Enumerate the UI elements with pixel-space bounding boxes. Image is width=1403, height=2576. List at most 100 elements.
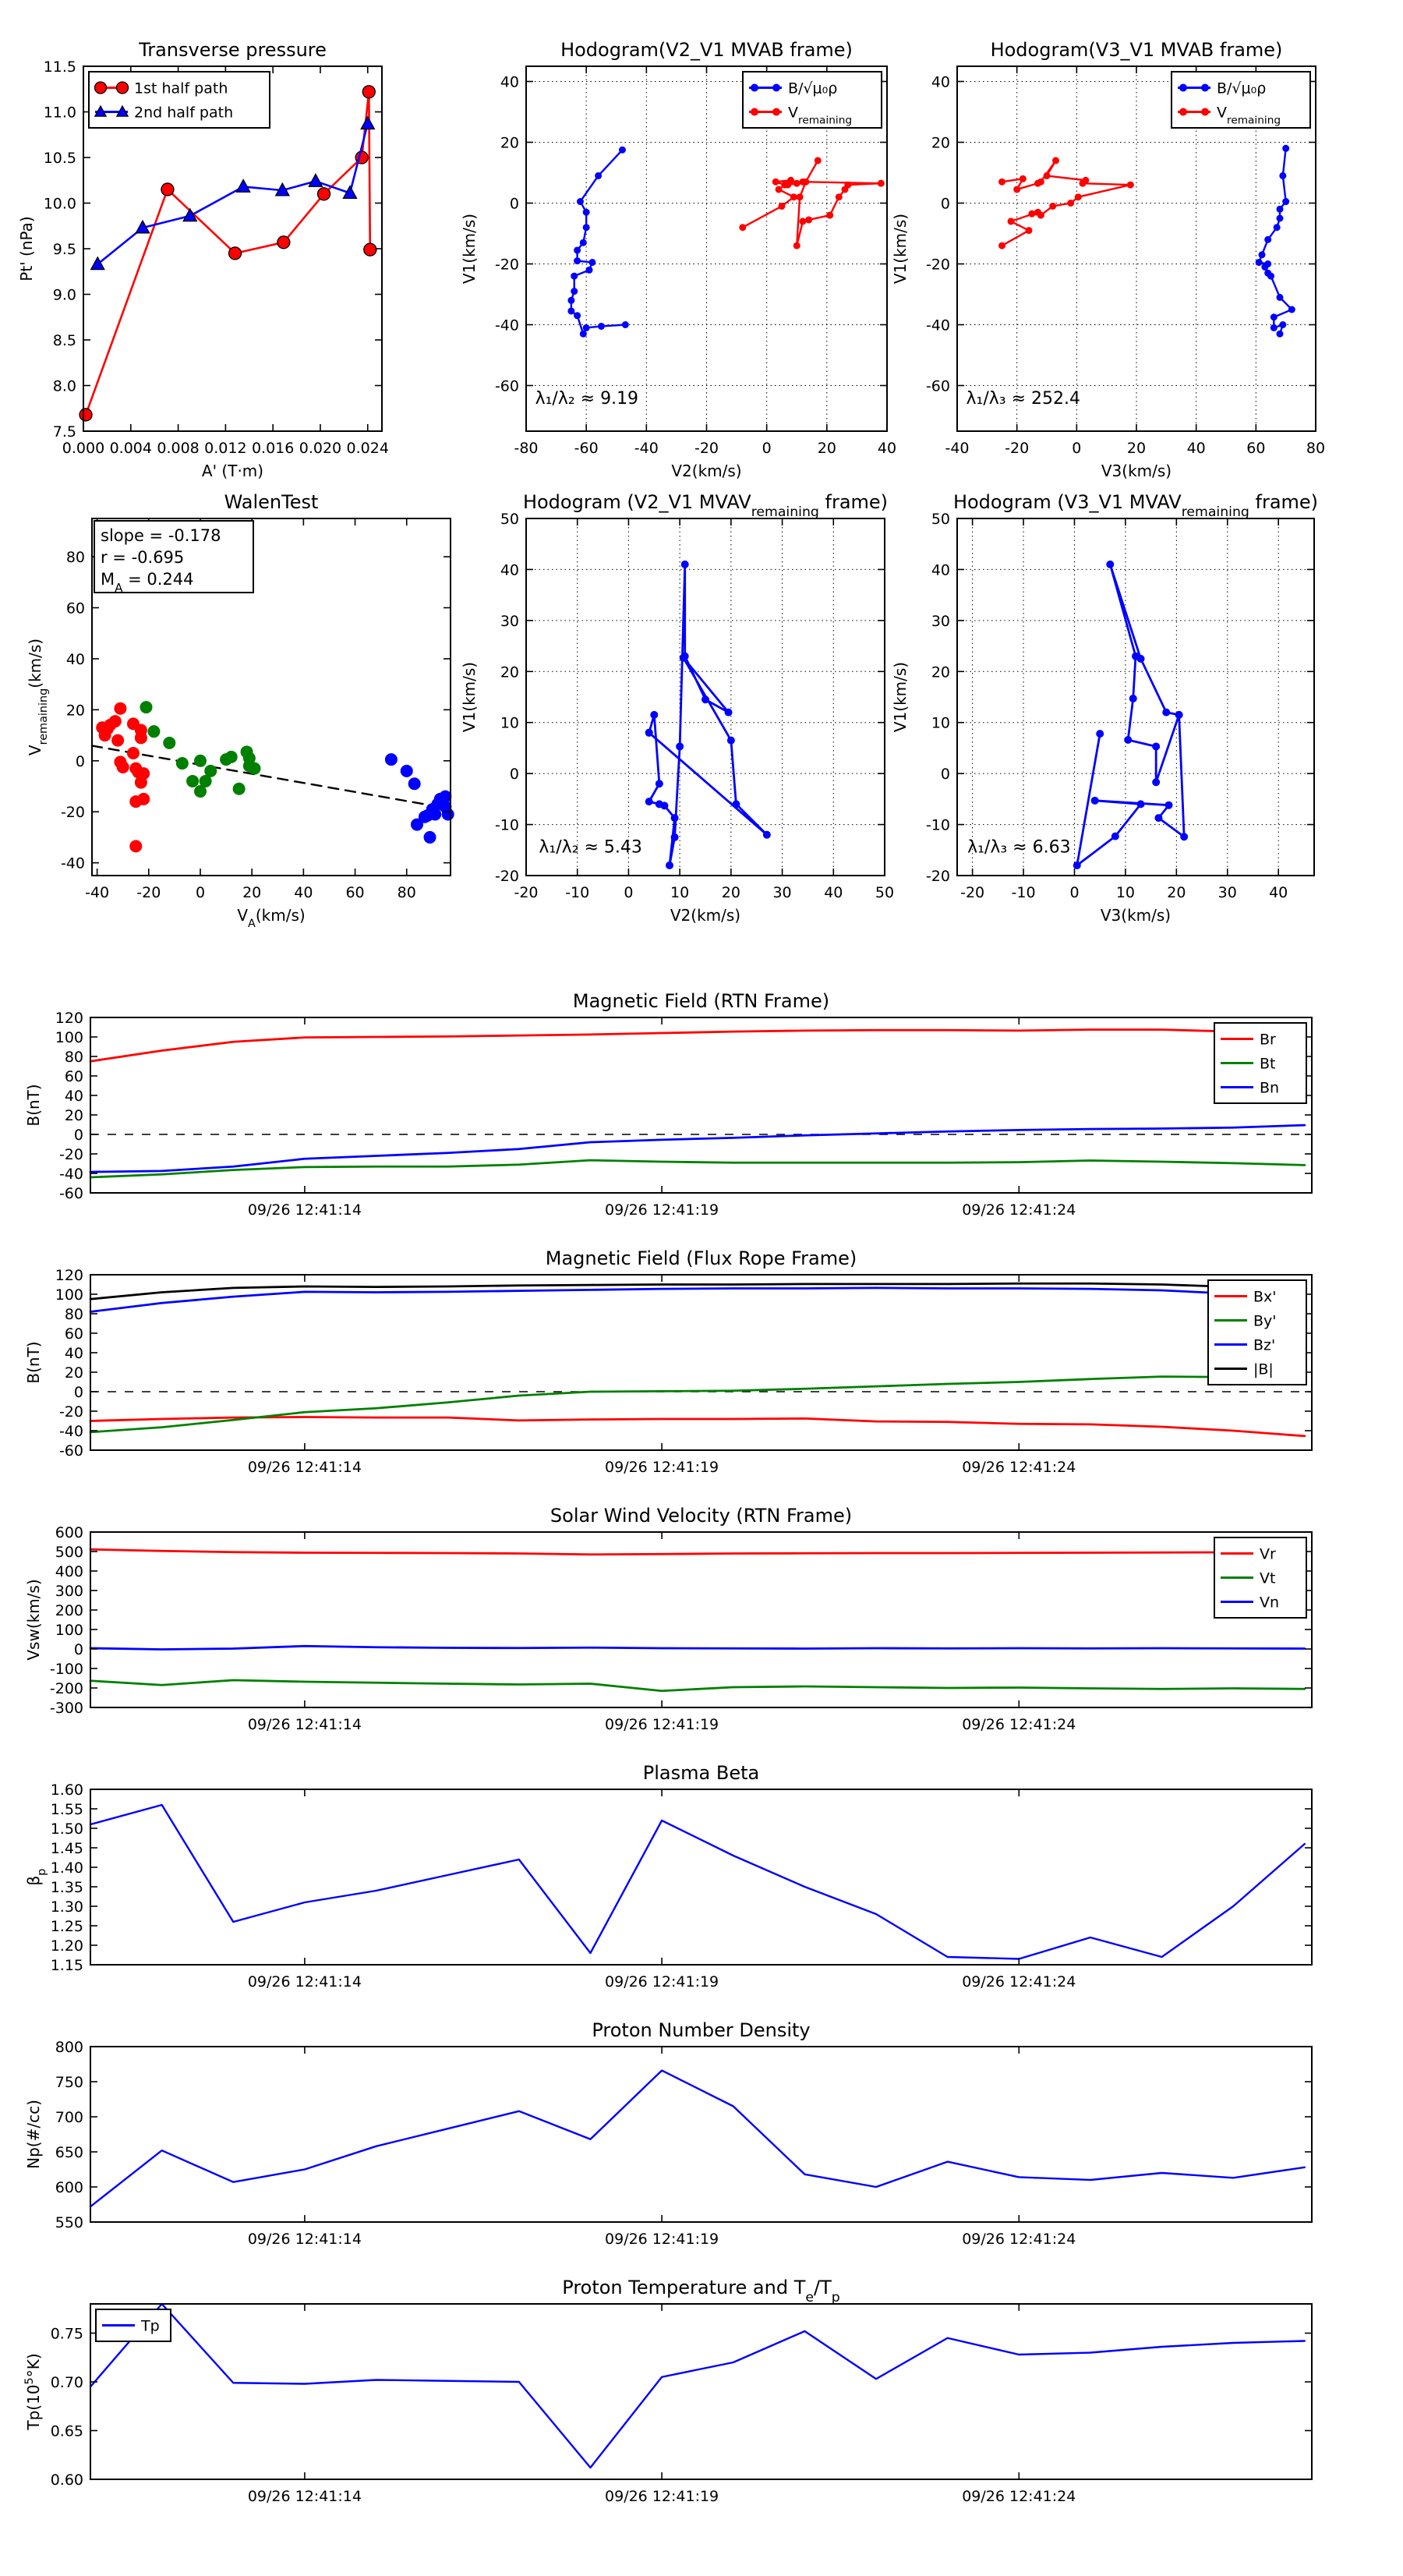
x-tick-label: -20 (694, 440, 719, 457)
legend-label: 2nd half path (134, 104, 233, 122)
data-point-dot (579, 330, 587, 338)
data-point-circle (277, 235, 291, 249)
series-1st half path (84, 90, 372, 416)
data-point-dot (1282, 144, 1290, 152)
data-point-dot (567, 307, 575, 315)
x-tick-label: 09/26 12:41:19 (605, 2231, 719, 2248)
data-point-dot (384, 753, 398, 766)
data-point-triangle (94, 104, 108, 117)
y-tick-label: 60 (66, 600, 85, 617)
data-point-dot (576, 198, 584, 206)
x-tick-label: 09/26 12:41:19 (605, 1973, 719, 1990)
x-tick-label: -40 (634, 440, 659, 457)
series-Br (89, 1028, 1306, 1063)
y-tick-label: 600 (55, 1524, 83, 1541)
x-tick-label: -60 (574, 440, 599, 457)
data-point-dot (1273, 224, 1281, 232)
y-tick-label: -40 (495, 317, 519, 334)
data-point-dot (655, 780, 663, 788)
data-point-dot (772, 83, 780, 92)
y-tick-label: 500 (55, 1544, 83, 1561)
data-point-dot (802, 178, 810, 186)
y-tick-label: -60 (59, 1185, 83, 1202)
chart-title: Hodogram(V2_V1 MVAB frame) (560, 39, 853, 61)
data-point-triangle (308, 173, 323, 187)
data-point-triangle (115, 104, 129, 117)
data-point-dot (408, 777, 421, 791)
x-tick-label: -40 (85, 884, 109, 901)
legend-label: B/√μ₀ρ (1217, 80, 1266, 97)
chart-proton-temperature: 09/26 12:41:14 09/26 12:41:19 09/26 12:41:… (23, 2277, 1313, 2505)
y-tick-label: 10 (931, 715, 950, 732)
data-point-dot (439, 790, 452, 803)
data-point-dot (1013, 186, 1021, 193)
data-point-dot (429, 808, 442, 821)
data-point-dot (645, 728, 653, 737)
x-tick-label: 0.016 (252, 440, 294, 457)
legend-box (742, 71, 882, 129)
y-tick-label: -60 (926, 378, 950, 395)
data-point-dot (1073, 861, 1081, 869)
series-beta (89, 1803, 1306, 1960)
chart-hodogram-v2v1-mvab: -80 -60 -40 -20 0 20 40 -60 -40 -20 0 20 40 Hodogram(… (460, 39, 896, 480)
x-tick-label: 60 (345, 884, 364, 901)
data-point-dot (1096, 730, 1104, 738)
legend-label: Bz' (1253, 1337, 1275, 1354)
series-V (1076, 563, 1186, 867)
legend-label: Bx' (1253, 1289, 1277, 1306)
y-tick-label: 40 (931, 74, 950, 91)
y-tick-label: -20 (926, 257, 950, 274)
x-tick-label: 0.000 (62, 440, 104, 457)
series-Vt (89, 1679, 1306, 1693)
series-V (648, 563, 769, 867)
data-point-dot (163, 736, 176, 749)
y-axis-label: βp (24, 1869, 48, 1886)
x-tick-label: 20 (242, 884, 261, 901)
data-point-triangle (90, 256, 105, 271)
y-tick-label: 1.50 (51, 1821, 83, 1838)
x-tick-label: 09/26 12:41:24 (962, 1716, 1076, 1733)
data-point-dot (772, 108, 780, 116)
y-tick-label: 30 (500, 613, 519, 630)
y-axis-label: Vremaining(km/s) (26, 639, 50, 755)
y-tick-label: 0 (941, 766, 950, 783)
data-point-dot (645, 798, 653, 806)
y-tick-label: 0.60 (51, 2472, 83, 2489)
data-point-dot (1028, 210, 1036, 218)
y-tick-label: 650 (55, 2144, 83, 2161)
y-tick-label: 40 (931, 561, 950, 579)
y-tick-label: 20 (65, 1364, 83, 1382)
x-tick-label: 09/26 12:41:19 (605, 1459, 719, 1476)
data-point-dot (814, 157, 822, 165)
data-point-dot (1152, 778, 1161, 787)
x-tick-label: 40 (1269, 884, 1288, 901)
x-tick-label: -80 (514, 440, 538, 457)
chart-hodogram-v3v1-mvab: -40 -20 0 20 40 60 80 -60 -40 -20 0 20 40 Hodogram(V3… (891, 39, 1325, 480)
series-2nd half path (96, 122, 369, 266)
x-tick-label: 09/26 12:41:14 (248, 1201, 362, 1219)
x-tick-label: 30 (1218, 884, 1237, 901)
x-tick-label: 0.024 (347, 440, 389, 457)
y-tick-label: -20 (59, 1403, 83, 1421)
chart-solar-wind-velocity: 09/26 12:41:14 09/26 12:41:19 09/26 12:41:… (24, 1505, 1313, 1733)
data-point-circle (161, 182, 175, 196)
x-tick-label: 0.004 (110, 440, 152, 457)
data-point-dot (998, 178, 1005, 186)
data-point-dot (567, 296, 575, 304)
data-point-dot (1201, 83, 1209, 92)
y-axis-label: V1(km/s) (460, 662, 479, 732)
y-tick-label: 0 (510, 196, 519, 213)
y-tick-label: 80 (65, 1049, 83, 1066)
data-point-dot (193, 754, 207, 767)
y-tick-label: 20 (931, 663, 950, 681)
x-tick-label: 09/26 12:41:19 (605, 1716, 719, 1733)
data-point-dot (1124, 735, 1133, 744)
y-tick-label: 10 (500, 715, 519, 732)
data-point-dot (1276, 293, 1284, 301)
y-axis-label: B(nT) (24, 1084, 43, 1126)
data-point-dot (175, 757, 189, 770)
legend-box (88, 71, 270, 129)
y-tick-label: 20 (931, 135, 950, 152)
